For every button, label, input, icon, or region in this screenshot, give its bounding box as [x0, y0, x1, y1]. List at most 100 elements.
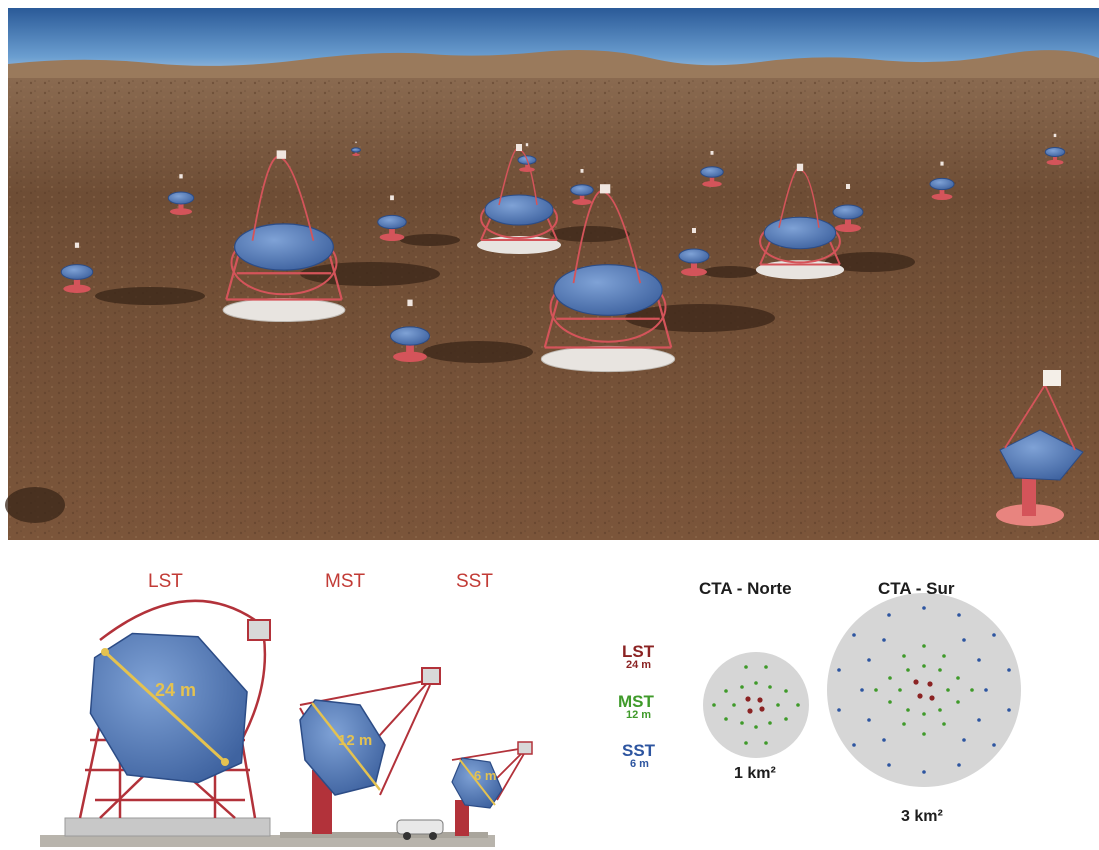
telescope-position-dot [837, 708, 841, 712]
cta-sur-area: 3 km² [901, 808, 943, 825]
telescope-position-dot [922, 664, 926, 668]
telescope-position-dot [784, 717, 788, 721]
telescope-position-dot [867, 718, 871, 722]
small-telescope [1044, 133, 1066, 165]
telescope-position-dot [992, 633, 996, 637]
telescope-position-dot [957, 763, 961, 767]
telescope-position-dot [852, 633, 856, 637]
telescope-position-dot [768, 721, 772, 725]
telescope-position-dot [984, 688, 988, 692]
telescope-position-dot [917, 693, 923, 699]
cta-sur-disc [827, 593, 1021, 787]
telescope-position-dot [754, 725, 758, 729]
telescope-position-dot [938, 668, 942, 672]
telescope-position-dot [929, 695, 935, 701]
telescope-position-dot [867, 658, 871, 662]
medium-telescope [477, 144, 561, 254]
ground-strip [40, 835, 495, 847]
telescope-position-dot [946, 688, 950, 692]
telescope-position-dot [757, 697, 763, 703]
telescope-position-dot [902, 654, 906, 658]
telescope-position-dot [956, 700, 960, 704]
telescope-position-dot [962, 738, 966, 742]
large-telescope [540, 184, 676, 373]
telescope-position-dot [888, 676, 892, 680]
telescope-position-dot [977, 658, 981, 662]
small-telescope [570, 169, 594, 205]
small-telescope [377, 195, 407, 241]
telescope-position-dot [1007, 668, 1011, 672]
telescope-position-dot [906, 708, 910, 712]
telescope-position-dot [977, 718, 981, 722]
telescope-position-dot [902, 722, 906, 726]
telescope-position-dot [927, 681, 933, 687]
sst-diameter-label: 6 m [474, 768, 497, 783]
telescope-position-dot [962, 638, 966, 642]
telescope-position-dot [957, 613, 961, 617]
telescope-position-dot [759, 706, 765, 712]
cta-norte-disc [703, 652, 809, 758]
telescope-position-dot [724, 689, 728, 693]
telescope-position-dot [744, 741, 748, 745]
legend-lst: LST 24 m [622, 642, 655, 671]
lst-title: LST [148, 571, 183, 592]
telescope-position-dot [922, 606, 926, 610]
telescope-position-dot [860, 688, 864, 692]
telescope-position-dot [887, 763, 891, 767]
cta-sur-title: CTA - Sur [878, 579, 955, 598]
telescope-position-dot [906, 668, 910, 672]
telescope-position-dot [882, 638, 886, 642]
telescope-position-dot [740, 685, 744, 689]
telescope-position-dot [764, 665, 768, 669]
telescope-position-dot [970, 688, 974, 692]
telescope-position-dot [740, 721, 744, 725]
legend-mst: MST 12 m [618, 692, 654, 721]
small-telescope [832, 184, 864, 232]
telescope-group [60, 133, 1084, 526]
telescope-position-dot [874, 688, 878, 692]
telescope-position-dot [887, 613, 891, 617]
telescope-position-dot [922, 644, 926, 648]
telescope-position-dot [784, 689, 788, 693]
telescope-position-dot [852, 743, 856, 747]
telescope-position-dot [922, 732, 926, 736]
cta-norte-title: CTA - Norte [699, 579, 792, 598]
small-telescope [390, 299, 430, 362]
telescope-position-dot [837, 668, 841, 672]
telescope-position-dot [898, 688, 902, 692]
telescope-position-dot [732, 703, 736, 707]
telescope-position-dot [754, 681, 758, 685]
small-telescope [678, 228, 710, 276]
telescope-position-dot [942, 654, 946, 658]
telescope-position-dot [776, 703, 780, 707]
telescope-position-dot [724, 717, 728, 721]
small-telescope [60, 242, 94, 293]
cta-sur-layout [837, 606, 1011, 774]
telescope-position-dot [922, 712, 926, 716]
telescope-array-landscape [5, 8, 1099, 540]
telescope-position-dot [712, 703, 716, 707]
telescope-position-dot [744, 665, 748, 669]
mst-diameter-label: 12 m [338, 732, 373, 749]
mst-title: MST [325, 571, 366, 592]
telescope-shadows [5, 226, 915, 523]
telescope-position-dot [882, 738, 886, 742]
telescope-position-dot [796, 703, 800, 707]
telescope-position-dot [942, 722, 946, 726]
mst-drawing [280, 667, 488, 840]
telescope-position-dot [1007, 708, 1011, 712]
telescope-position-dot [888, 700, 892, 704]
foreground-telescope [996, 370, 1084, 526]
cta-norte-layout [712, 665, 800, 745]
small-telescope [929, 161, 955, 200]
telescope-position-dot [764, 741, 768, 745]
telescope-position-dot [745, 696, 751, 702]
telescope-position-dot [913, 679, 919, 685]
telescope-position-dot [938, 708, 942, 712]
cta-norte-area: 1 km² [734, 765, 776, 782]
telescope-position-dot [956, 676, 960, 680]
small-telescope [167, 174, 195, 216]
small-telescope [351, 141, 361, 156]
legend-sst: SST 6 m [622, 741, 656, 770]
